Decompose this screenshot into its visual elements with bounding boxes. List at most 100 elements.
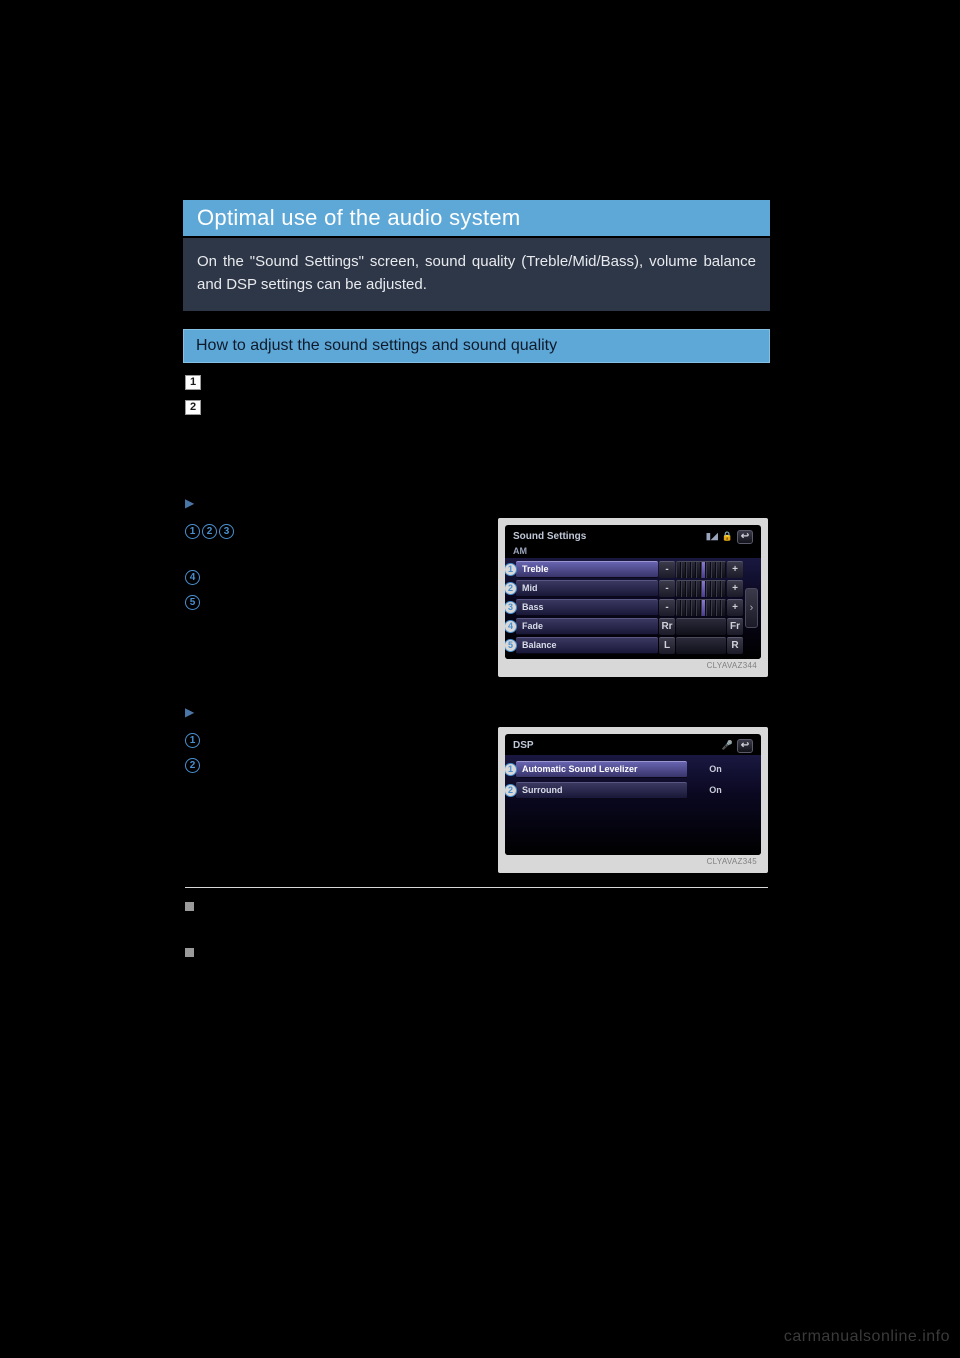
device-screen-1: Sound Settings ▮◢ 🔒 ↩ AM › 1: [505, 525, 761, 659]
back-button[interactable]: ↩: [737, 530, 753, 544]
minus-button[interactable]: -: [659, 561, 675, 578]
minus-button[interactable]: L: [659, 637, 675, 654]
slider[interactable]: [676, 618, 726, 635]
callout-nums: 123: [185, 522, 234, 539]
manual-page: Optimal use of the audio system On the "…: [183, 200, 770, 1210]
intro-text: On the "Sound Settings" screen, sound qu…: [197, 253, 756, 293]
row-label[interactable]: Automatic Sound Levelizer: [516, 761, 687, 778]
callout-row: 1 Automatic Sound Levelizer on/off: [185, 731, 478, 752]
callout-number: 2: [202, 524, 217, 539]
minus-button[interactable]: -: [659, 599, 675, 616]
row-label[interactable]: Mid: [516, 580, 658, 597]
intro-box: On the "Sound Settings" screen, sound qu…: [183, 238, 770, 311]
step-row: 2 Select "Sound" on the audio control sc…: [185, 398, 768, 420]
callout-number: 4: [185, 570, 200, 585]
toggle-value[interactable]: On: [688, 760, 743, 778]
watermark: carmanualsonline.info: [784, 1328, 950, 1346]
device-row: 2 Surround On: [505, 780, 761, 801]
row-callout-number: 2: [505, 582, 517, 595]
row-label[interactable]: Balance: [516, 637, 658, 654]
callout-text: Adjust front/rear audio balance: [204, 568, 478, 589]
step-row: 1 Press the "AUDIO" button.: [185, 373, 768, 395]
hint-text: Select "↩" to return to the audio contro…: [185, 454, 768, 476]
callout-nums: 2: [185, 756, 200, 773]
device1-subtitle: AM: [505, 546, 761, 558]
back-button[interactable]: ↩: [737, 739, 753, 753]
slider[interactable]: [676, 637, 726, 654]
note-text: The treble, mid and bass levels can be a…: [202, 916, 666, 934]
slider[interactable]: [676, 580, 726, 597]
note-title: The sound quality level is adjusted indi…: [202, 898, 666, 916]
plus-button[interactable]: R: [727, 637, 743, 654]
callout-number: 1: [185, 524, 200, 539]
callout-row: 123 Adjust high-, mid-, and low-pitched …: [185, 522, 478, 564]
minus-button[interactable]: Rr: [659, 618, 675, 635]
triangle-icon: ▶: [185, 496, 194, 510]
note-block: About Automatic Sound Levelizer (ASL) AS…: [185, 944, 768, 980]
device-row: 3 Bass - +: [505, 598, 761, 617]
plus-button[interactable]: Fr: [727, 618, 743, 635]
note-block: The sound quality level is adjusted indi…: [185, 898, 768, 934]
main-heading-bar: Optimal use of the audio system: [183, 200, 770, 238]
sub-heading-bar: How to adjust the sound settings and sou…: [183, 329, 770, 363]
row-label[interactable]: Fade: [516, 618, 658, 635]
minus-button[interactable]: -: [659, 580, 675, 597]
callout-text: Adjust left/right audio balance: [204, 593, 478, 614]
row-callout-number: 2: [505, 784, 517, 797]
note-text: ASL automatically adjusts the volume and…: [202, 962, 696, 980]
device-frame-2: DSP 🎤 ↩ 1 Automatic Sound Levelizer On 2…: [498, 727, 768, 873]
lock-icon: 🔒: [722, 531, 733, 542]
device-frame-1: Sound Settings ▮◢ 🔒 ↩ AM › 1: [498, 518, 768, 677]
device-row: 4 Fade Rr Fr: [505, 617, 761, 636]
page-next-button[interactable]: ›: [745, 588, 758, 628]
mic-icon: 🎤: [722, 740, 733, 751]
toggle-value[interactable]: On: [688, 781, 743, 799]
plus-button[interactable]: +: [727, 599, 743, 616]
callout-text: Surround on/off: [204, 756, 478, 777]
callout-nums: 4: [185, 568, 200, 585]
step-text: Select "Sound" on the audio control scre…: [213, 398, 768, 420]
device1-ref: CLYAVAZ344: [505, 659, 761, 670]
device-row: 1 Treble - +: [505, 560, 761, 579]
slider[interactable]: [676, 599, 726, 616]
callout-row: 5 Adjust left/right audio balance: [185, 593, 478, 614]
post-steps-text: Turn to the next or previous page by sel…: [185, 428, 768, 450]
row-label[interactable]: Surround: [516, 782, 687, 799]
row-callout-number: 5: [505, 639, 517, 652]
device-row: 5 Balance L R: [505, 636, 761, 655]
post-steps-row: Turn to the next or previous page by sel…: [185, 428, 768, 450]
divider: [185, 887, 768, 888]
plus-button[interactable]: +: [727, 561, 743, 578]
step-number: 2: [185, 400, 201, 415]
page1-device-col: Sound Settings ▮◢ 🔒 ↩ AM › 1: [498, 518, 768, 677]
note-title: About Automatic Sound Levelizer (ASL): [202, 944, 696, 962]
page2-label: Page 2 (DSP): [207, 703, 293, 719]
callout-number: 1: [185, 733, 200, 748]
row-callout-number: 1: [505, 563, 517, 576]
note-body: About Automatic Sound Levelizer (ASL) AS…: [202, 944, 696, 980]
callout-number: 5: [185, 595, 200, 610]
note-bullet-icon: [185, 948, 194, 957]
device1-title: Sound Settings: [513, 531, 586, 542]
row-label[interactable]: Bass: [516, 599, 658, 616]
steps-list: 1 Press the "AUDIO" button. 2 Select "Sou…: [185, 373, 768, 421]
plus-button[interactable]: +: [727, 580, 743, 597]
callout-row: 4 Adjust front/rear audio balance: [185, 568, 478, 589]
signal-icon: ▮◢: [706, 531, 718, 542]
device-screen-2: DSP 🎤 ↩ 1 Automatic Sound Levelizer On 2…: [505, 734, 761, 855]
page2-section: ▶ Page 2 (DSP) 1 Automatic Sound Leveliz…: [185, 703, 768, 873]
row-callout-number: 4: [505, 620, 517, 633]
device1-header: Sound Settings ▮◢ 🔒 ↩: [505, 525, 761, 546]
row-label[interactable]: Treble: [516, 561, 658, 578]
row-callout-number: 3: [505, 601, 517, 614]
sub-heading-text: How to adjust the sound settings and sou…: [196, 337, 557, 354]
callout-nums: 5: [185, 593, 200, 610]
device1-status-icons: ▮◢ 🔒 ↩: [706, 530, 753, 544]
row-callout-number: 1: [505, 763, 517, 776]
page1-label: Page 1: [207, 494, 251, 510]
device2-list: 1 Automatic Sound Levelizer On 2 Surroun…: [505, 755, 761, 855]
callout-text: Automatic Sound Levelizer on/off: [204, 731, 478, 752]
device-row: 2 Mid - +: [505, 579, 761, 598]
triangle-icon: ▶: [185, 705, 194, 719]
slider[interactable]: [676, 561, 726, 578]
